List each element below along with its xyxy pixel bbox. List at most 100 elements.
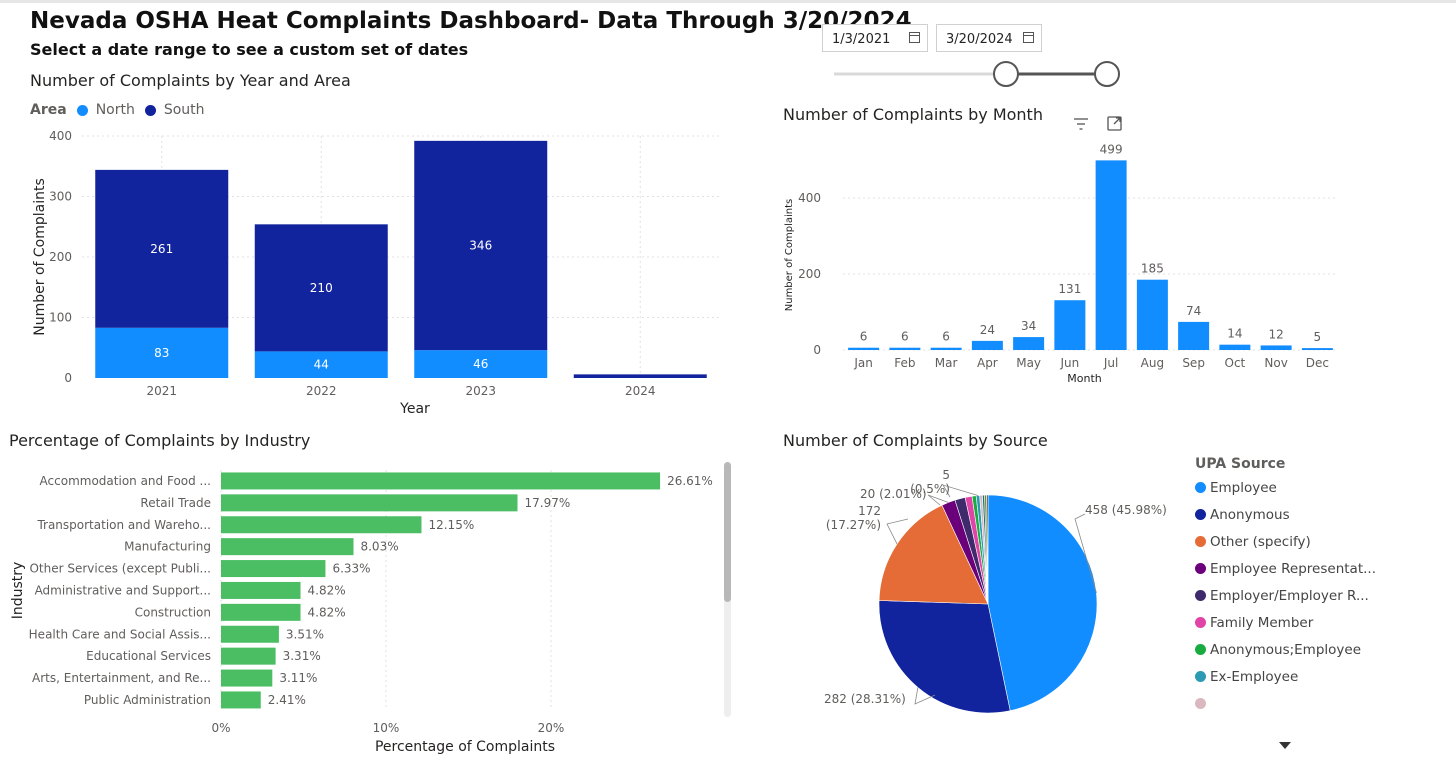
legend-item[interactable]: Family Member <box>1195 609 1376 636</box>
industry-bar <box>221 603 301 621</box>
x-axis-title: Month <box>1067 372 1102 385</box>
end-date-input[interactable]: 3/20/2024 <box>936 24 1042 52</box>
legend-item[interactable]: Ex-Employee <box>1195 663 1376 690</box>
legend-south-label[interactable]: South <box>163 102 205 118</box>
bar-south-2023 <box>414 140 548 351</box>
data-label: 261 <box>150 242 173 256</box>
data-label: 3.31% <box>283 649 321 663</box>
legend-north-label[interactable]: North <box>95 102 135 118</box>
legend-label: Anonymous;Employee <box>1210 641 1362 658</box>
legend-item[interactable]: Anonymous;Employee <box>1195 636 1376 663</box>
year-area-chart-title: Number of Complaints by Year and Area <box>30 71 351 90</box>
industry-scrollbar-thumb[interactable] <box>724 462 731 602</box>
industry-bar <box>221 669 273 687</box>
legend-item[interactable]: Employer/Employer R... <box>1195 582 1376 609</box>
legend-title: Area <box>30 102 67 118</box>
bar-aug <box>1136 279 1168 350</box>
x-tick-label: Jul <box>1103 356 1118 370</box>
slider-end-handle[interactable] <box>1094 61 1120 87</box>
bar-apr <box>971 340 1003 350</box>
data-label: 46 <box>473 357 488 371</box>
legend-item[interactable]: Other (specify) <box>1195 528 1376 555</box>
end-date-value: 3/20/2024 <box>946 32 1013 47</box>
legend-marker <box>1195 671 1206 682</box>
bar-jul <box>1095 160 1127 350</box>
industry-bar <box>221 538 354 556</box>
x-tick-label: 2021 <box>146 384 177 398</box>
y-tick-label: 0 <box>64 371 72 385</box>
bar-jun <box>1054 300 1086 350</box>
pie-slice-anonymous <box>878 600 1011 714</box>
data-label: 20 (2.01%) <box>860 487 927 501</box>
x-tick-label: 0% <box>211 721 230 735</box>
x-tick-label: 2023 <box>465 384 496 398</box>
y-tick-label: 400 <box>49 129 72 143</box>
date-range-slider[interactable] <box>828 58 1128 90</box>
bar-dec <box>1301 348 1333 350</box>
legend-item[interactable]: Anonymous <box>1195 501 1376 528</box>
y-tick-label: 200 <box>49 250 72 264</box>
calendar-icon[interactable] <box>1023 32 1034 43</box>
data-label: 5 <box>1314 330 1322 344</box>
bar-oct <box>1219 344 1251 350</box>
data-label: 6.33% <box>332 562 370 576</box>
data-label: 74 <box>1186 304 1201 318</box>
data-label: 2.41% <box>268 693 306 707</box>
x-tick-label: 10% <box>373 721 400 735</box>
bar-south-2024 <box>573 374 707 378</box>
x-tick-label: 2024 <box>625 384 656 398</box>
leader-line <box>886 518 909 545</box>
bar-sep <box>1178 321 1210 350</box>
data-label: 210 <box>310 281 333 295</box>
x-tick-label: Jan <box>853 356 873 370</box>
legend-marker <box>1195 482 1206 493</box>
filter-icon[interactable] <box>1072 116 1090 132</box>
bar-south-2022 <box>254 224 388 352</box>
y-tick-label: Arts, Entertainment, and Re... <box>32 671 211 685</box>
x-tick-label: Aug <box>1141 356 1164 370</box>
top-border <box>0 0 1456 3</box>
legend-north-marker <box>76 104 88 116</box>
legend-item[interactable]: Employee <box>1195 474 1376 501</box>
industry-bar <box>221 516 422 534</box>
focus-mode-icon[interactable] <box>1106 115 1124 133</box>
pie-slice <box>986 494 989 605</box>
year-area-legend: Area North South <box>30 102 205 118</box>
data-label: 26.61% <box>667 474 713 488</box>
legend-label: Family Member <box>1210 614 1314 631</box>
y-tick-label: 0 <box>813 343 821 357</box>
leader-line <box>942 484 978 498</box>
y-tick-label: 100 <box>49 311 72 325</box>
source-pie-chart[interactable]: 458 (45.98%) 282 (28.31%) 172(17.27%) 20 (2… <box>790 455 1180 735</box>
industry-bar <box>221 625 279 643</box>
leader-line <box>927 494 949 506</box>
month-chart[interactable]: 0 200 400 6 Jan 6 Feb 6 Mar 24 Apr 34 May 131 Jun 499 Ju… <box>778 130 1358 390</box>
x-tick-label: Feb <box>894 356 915 370</box>
data-label: 83 <box>154 346 169 360</box>
data-label: 17.97% <box>525 496 571 510</box>
legend-label: Employee Representat... <box>1210 560 1376 577</box>
data-label: 458 (45.98%) <box>1085 503 1167 517</box>
data-label: 5 <box>942 468 950 482</box>
start-date-input[interactable]: 1/3/2021 <box>822 24 928 52</box>
industry-bar <box>221 647 276 665</box>
y-tick-label: Transportation and Wareho... <box>36 518 211 532</box>
data-label: 6 <box>901 330 909 344</box>
slider-start-handle[interactable] <box>992 61 1019 87</box>
y-tick-label: 200 <box>798 267 821 281</box>
y-tick-label: Educational Services <box>86 649 211 663</box>
y-axis-title: Industry <box>10 562 26 620</box>
legend-label: Employer/Employer R... <box>1210 587 1369 604</box>
y-tick-label: Accommodation and Food ... <box>40 474 211 488</box>
legend-item[interactable] <box>1195 690 1376 717</box>
year-area-chart[interactable]: 0 100 200 300 400 83 261 2021 44 210 2022 46 346 2023… <box>20 120 730 420</box>
source-legend-items: Employee Anonymous Other (specify) Employee… <box>1195 474 1376 717</box>
data-label: 185 <box>1141 262 1164 276</box>
legend-scroll-down-icon[interactable] <box>1278 740 1292 750</box>
source-legend-title: UPA Source <box>1195 456 1286 472</box>
legend-item[interactable]: Employee Representat... <box>1195 555 1376 582</box>
industry-bar <box>221 560 326 578</box>
calendar-icon[interactable] <box>909 32 920 43</box>
industry-chart[interactable]: 0% 10% 20% Accommodation and Food ... 26.61%… <box>0 460 722 760</box>
x-tick-label: 2022 <box>306 384 337 398</box>
